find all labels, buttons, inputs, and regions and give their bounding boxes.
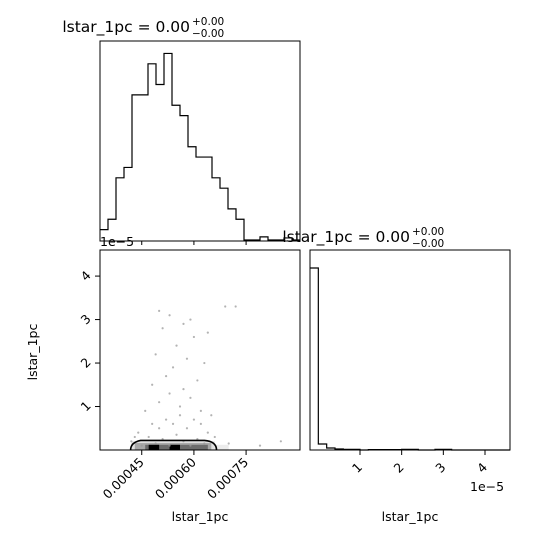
scatter-point <box>158 427 161 430</box>
scatter-point <box>258 444 262 447</box>
scatter-point <box>224 305 227 308</box>
scatter-y-tick-label: 3 <box>78 311 94 327</box>
top-title-sup: +0.00 <box>192 16 224 28</box>
scatter-x-tick-label: 0.00045 <box>100 455 147 502</box>
scatter-point <box>144 409 147 412</box>
scatter-point <box>164 418 168 421</box>
top-title-sub: −0.00 <box>192 28 224 40</box>
right-title-sup: +0.00 <box>412 226 444 238</box>
scatter-point <box>189 318 192 321</box>
scatter-point <box>192 335 196 339</box>
scatter-point <box>158 309 161 312</box>
scatter-point <box>175 344 178 347</box>
density-block <box>214 444 229 450</box>
scatter-point <box>140 444 143 447</box>
scatter-point <box>185 427 189 430</box>
scatter-x-tick-label: 0.00075 <box>204 455 251 502</box>
right-x-tick-label: 3 <box>432 460 448 476</box>
scatter-point <box>234 305 237 308</box>
right-x-ticks: 1 2 3 4 <box>349 450 490 476</box>
top-x-ticks <box>141 241 247 245</box>
right-title: lstar_1pc = 0.00 <box>282 228 410 247</box>
right-x-tick-label: 1 <box>349 460 365 476</box>
scatter-panel: 0.00045 0.00060 0.00075 1 2 3 4 1e−5 lstar_1p… <box>25 234 301 524</box>
scatter-point <box>147 435 150 439</box>
scatter-background <box>100 250 300 450</box>
scatter-point <box>164 374 168 378</box>
scatter-point <box>210 414 213 417</box>
scatter-point <box>182 388 185 391</box>
scatter-point <box>130 440 133 443</box>
scatter-x-label: lstar_1pc <box>172 509 229 524</box>
histogram-panel-top: lstar_1pc = 0.00 +0.00 −0.00 <box>62 16 301 245</box>
scatter-point <box>192 418 196 421</box>
scatter-y-offset: 1e−5 <box>100 234 134 249</box>
scatter-y-ticks: 1 2 3 4 <box>78 268 100 414</box>
density-block <box>148 444 160 450</box>
right-x-label: lstar_1pc <box>382 509 439 524</box>
scatter-point <box>206 331 209 334</box>
density-blocks <box>131 441 229 450</box>
scatter-point <box>178 405 182 408</box>
scatter-point <box>168 314 171 317</box>
right-x-offset: 1e−5 <box>470 479 504 494</box>
scatter-point <box>154 442 157 445</box>
right-x-tick-label: 4 <box>474 459 490 475</box>
histogram-panel-right: lstar_1pc = 0.00 +0.00 −0.00 1 2 3 4 1e−5 l… <box>282 226 511 524</box>
right-histogram-step <box>310 267 510 451</box>
scatter-y-tick-label: 1 <box>78 398 94 414</box>
scatter-point <box>279 440 282 443</box>
scatter-point <box>199 409 202 412</box>
scatter-point <box>161 327 164 330</box>
scatter-point <box>227 442 230 445</box>
scatter-point <box>196 379 199 382</box>
top-histogram-step <box>100 52 300 241</box>
right-axes-frame <box>309 249 511 451</box>
scatter-point <box>171 422 175 426</box>
scatter-point <box>151 383 154 386</box>
scatter-point <box>203 361 206 365</box>
scatter-point <box>137 431 140 434</box>
scatter-point <box>189 396 192 399</box>
scatter-point <box>133 435 136 439</box>
scatter-point <box>213 435 216 439</box>
scatter-point <box>199 422 202 426</box>
scatter-point <box>175 433 178 436</box>
top-axes-frame <box>99 40 301 242</box>
scatter-y-label: lstar_1pc <box>25 324 40 381</box>
scatter-point <box>171 366 175 369</box>
scatter-point <box>178 414 182 417</box>
scatter-point <box>189 444 192 447</box>
density-contour <box>129 439 218 451</box>
scatter-point <box>206 431 209 434</box>
scatter-point <box>151 422 154 426</box>
scatter-point <box>158 401 161 404</box>
scatter-y-tick-label: 2 <box>78 355 94 371</box>
right-title-sub: −0.00 <box>412 238 444 250</box>
right-x-tick-label: 2 <box>391 460 407 476</box>
scatter-point <box>154 353 157 356</box>
scatter-point <box>185 357 189 360</box>
scatter-y-tick-label: 4 <box>78 268 94 284</box>
top-title: lstar_1pc = 0.00 <box>62 18 190 37</box>
scatter-axes-frame <box>99 249 301 451</box>
scatter-x-tick-label: 0.00060 <box>152 454 199 501</box>
scatter-point <box>168 444 171 447</box>
scatter-point <box>168 392 171 395</box>
scatter-point <box>182 322 185 326</box>
scatter-x-ticks: 0.00045 0.00060 0.00075 <box>100 450 251 502</box>
density-block <box>169 444 180 450</box>
scatter-point <box>203 442 206 445</box>
